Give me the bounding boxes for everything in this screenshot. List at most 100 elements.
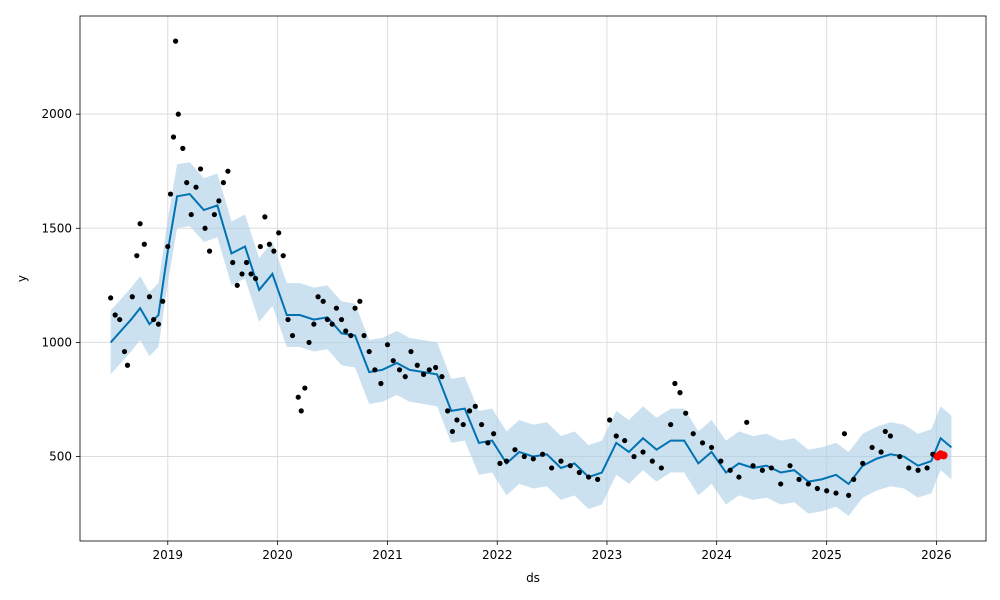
observed-point (239, 271, 245, 277)
observed-point (396, 367, 403, 373)
observed-point (134, 253, 140, 259)
observed-point (787, 463, 793, 469)
observed-point (466, 408, 473, 414)
y-tick-label: 500 (49, 450, 72, 464)
observed-point (160, 298, 166, 304)
observed-point (915, 467, 921, 473)
observed-point (320, 298, 326, 304)
observed-point (814, 485, 820, 492)
observed-point (449, 428, 456, 435)
observed-point (302, 385, 308, 391)
observed-point (202, 225, 208, 231)
observed-point (343, 328, 349, 334)
x-tick-label: 2020 (262, 548, 293, 562)
observed-point (117, 316, 123, 323)
observed-point (155, 321, 162, 327)
y-tick-label: 1500 (41, 221, 72, 235)
observed-point (683, 410, 689, 416)
observed-point (329, 321, 335, 327)
observed-point (206, 248, 213, 254)
observed-point (352, 305, 358, 311)
observed-point (211, 211, 217, 218)
x-tick-label: 2025 (811, 548, 842, 562)
forecast-series (109, 192, 953, 486)
observed-point (295, 394, 301, 400)
observed-point (225, 168, 231, 174)
observed-point (390, 358, 396, 364)
observed-point (503, 458, 510, 464)
uncertainty-band (110, 162, 952, 516)
observed-point (860, 460, 866, 466)
x-tick-label: 2022 (482, 548, 513, 562)
observed-point (727, 467, 733, 473)
observed-point (924, 465, 930, 471)
x-tick-label: 2019 (153, 548, 184, 562)
observed-point (869, 444, 875, 451)
observed-point (129, 294, 135, 300)
observed-point (285, 316, 291, 323)
observed-point (124, 362, 131, 368)
highlight-point (939, 451, 948, 460)
observed-point (338, 316, 345, 323)
observed-point (348, 332, 354, 339)
observed-point (549, 465, 555, 471)
observed-point (230, 259, 236, 266)
observed-point (567, 463, 573, 469)
observed-point (112, 312, 118, 318)
observed-point (306, 339, 312, 346)
observed-point (478, 421, 485, 428)
observed-point (151, 316, 157, 323)
observed-point (768, 465, 774, 471)
observed-point (897, 453, 903, 460)
observed-point (530, 456, 536, 462)
observed-point (576, 469, 582, 476)
observed-point (271, 248, 277, 254)
observed-point (607, 417, 613, 423)
observed-point (658, 465, 664, 471)
observed-point (439, 374, 445, 380)
observed-point (613, 433, 619, 439)
observed-point (485, 440, 491, 446)
observed-point (744, 419, 750, 425)
observed-point (454, 417, 460, 423)
observed-point (378, 380, 384, 387)
observed-point (243, 259, 250, 266)
observed-point (420, 371, 427, 377)
y-axis-ticks: 500 1000 1500 2000 (41, 107, 80, 464)
highlight-series (933, 450, 948, 461)
observed-point (414, 362, 420, 368)
observed-point (257, 243, 263, 250)
observed-point (460, 421, 466, 428)
observed-point (718, 458, 724, 464)
observed-point (833, 490, 839, 496)
observed-point (366, 348, 372, 355)
observed-point (234, 282, 240, 288)
observed-point (668, 421, 674, 428)
observed-point (759, 467, 765, 473)
forecast-line (109, 192, 953, 486)
observed-point (289, 332, 296, 339)
observed-point (315, 294, 321, 300)
observed-point (175, 111, 181, 117)
observed-point (472, 403, 478, 409)
observed-point (184, 180, 190, 186)
observed-point (220, 180, 226, 186)
observed-point (497, 460, 503, 466)
observed-point (906, 465, 912, 471)
observed-point (402, 374, 408, 380)
x-tick-label: 2023 (592, 548, 623, 562)
observed-point (408, 348, 414, 355)
observed-point (851, 476, 857, 482)
observed-point (357, 298, 363, 304)
observed-point (298, 408, 304, 414)
observed-point (640, 449, 646, 455)
observed-point (146, 294, 153, 300)
observed-point (266, 241, 272, 247)
observed-point (248, 271, 254, 277)
observed-point (841, 431, 848, 437)
observed-point (824, 488, 830, 494)
x-axis-label: ds (526, 571, 540, 585)
observed-point (170, 134, 177, 140)
observed-point (180, 145, 186, 151)
